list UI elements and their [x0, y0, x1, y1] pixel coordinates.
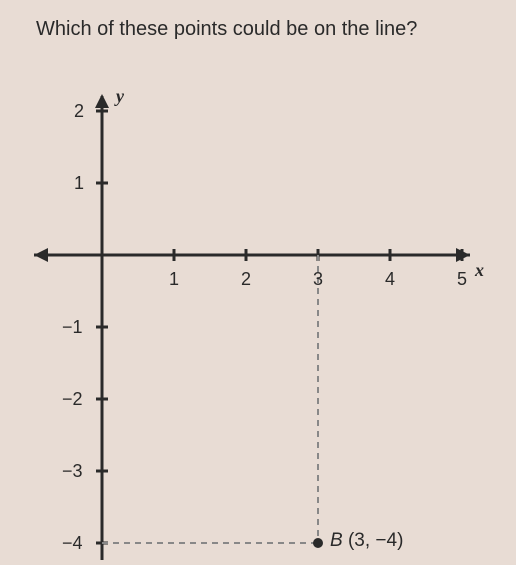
y-tick--2: −2 [62, 389, 83, 410]
point-b-name: B [330, 530, 343, 551]
y-axis-label: y [116, 86, 124, 107]
y-tick--4: −4 [62, 533, 83, 554]
x-tick-2: 2 [241, 269, 251, 290]
y-tick--3: −3 [62, 461, 83, 482]
point-b-coords: (3, −4) [348, 530, 403, 551]
question-text: Which of these points could be on the li… [36, 18, 417, 41]
y-tick-2: 2 [74, 101, 84, 122]
y-tick-1: 1 [74, 173, 84, 194]
y-tick--1: −1 [62, 317, 83, 338]
x-axis-label: x [475, 260, 484, 281]
x-tick-3: 3 [313, 269, 323, 290]
x-tick-4: 4 [385, 269, 395, 290]
point-b-label: B (3, −4) [330, 530, 403, 552]
coordinate-graph: y x 1234512−1−2−3−4 B (3, −4) [30, 90, 490, 550]
graph-svg [30, 90, 490, 560]
x-tick-1: 1 [169, 269, 179, 290]
x-tick-5: 5 [457, 269, 467, 290]
